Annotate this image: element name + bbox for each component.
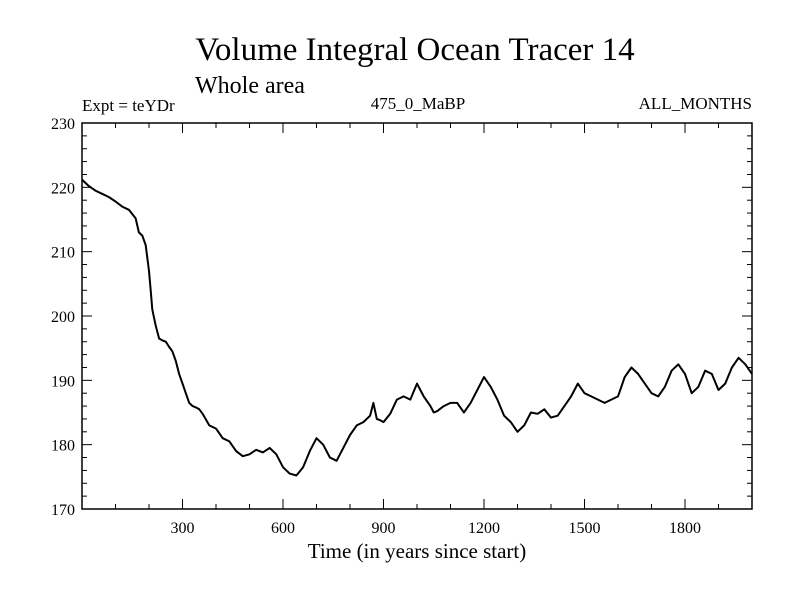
right-label: ALL_MONTHS — [639, 94, 752, 113]
x-tick-label: 600 — [271, 520, 295, 537]
chart-title: Volume Integral Ocean Tracer 14 — [195, 32, 634, 68]
x-axis-label: Time (in years since start) — [308, 539, 527, 563]
center-label: 475_0_MaBP — [371, 94, 465, 113]
experiment-label: Expt = teYDr — [82, 96, 175, 115]
plot-frame — [81, 122, 753, 510]
x-tick-label: 300 — [171, 520, 195, 537]
series-group — [81, 178, 753, 477]
y-tick-label: 230 — [51, 116, 75, 133]
y-tick-label: 210 — [51, 245, 75, 262]
y-tick-label: 190 — [51, 373, 75, 390]
tick-group: 300 600 900 1200 1500 1800 170 180 190 200 210 220 2… — [51, 116, 752, 537]
y-tick-label: 220 — [51, 180, 75, 197]
series-line — [81, 178, 753, 477]
x-tick-label: 1500 — [569, 520, 601, 537]
y-tick-label: 180 — [51, 438, 75, 455]
y-tick-label: 200 — [51, 309, 75, 326]
x-tick-label: 1200 — [468, 520, 500, 537]
x-tick-label: 900 — [372, 520, 396, 537]
x-tick-label: 1800 — [669, 520, 701, 537]
chart-subtitle: Whole area — [195, 73, 305, 99]
y-tick-label: 170 — [51, 502, 75, 519]
